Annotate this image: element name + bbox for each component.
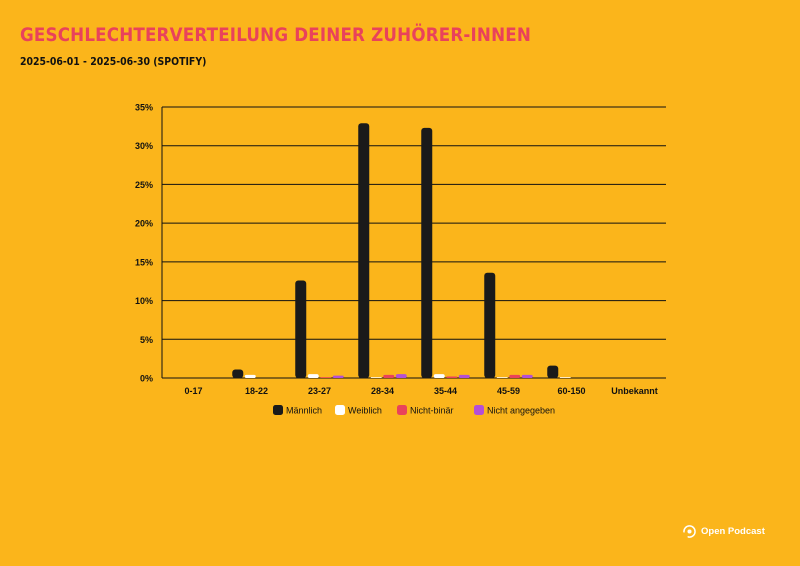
open-podcast-logo-icon xyxy=(683,525,696,538)
y-tick-label: 20% xyxy=(135,219,153,229)
y-tick-label: 25% xyxy=(135,180,153,190)
legend-swatch xyxy=(335,405,345,415)
bars xyxy=(232,123,571,378)
bar xyxy=(358,123,370,378)
legend-swatch xyxy=(273,405,283,415)
legend-swatch xyxy=(474,405,484,415)
legend-label: Nicht angegeben xyxy=(487,406,555,416)
legend-label: Nicht-binär xyxy=(410,406,454,416)
bar xyxy=(458,374,470,378)
brand-logo: Open Podcast xyxy=(683,525,765,538)
gridlines xyxy=(162,106,666,379)
bar xyxy=(244,374,256,378)
x-tick-label: 23-27 xyxy=(308,386,331,396)
bar xyxy=(446,376,458,378)
x-tick-label: Unbekannt xyxy=(611,386,658,396)
legend-label: Weiblich xyxy=(348,406,382,416)
bar xyxy=(395,374,407,378)
bar xyxy=(521,374,533,378)
y-tick-label: 10% xyxy=(135,296,153,306)
y-tick-label: 5% xyxy=(140,335,153,345)
bar xyxy=(559,377,571,378)
bar xyxy=(433,374,445,378)
bar xyxy=(232,369,244,378)
y-tick-label: 15% xyxy=(135,257,153,267)
bar xyxy=(547,365,559,378)
bar xyxy=(370,377,382,378)
bar xyxy=(307,374,319,378)
legend-label: Männlich xyxy=(286,406,322,416)
y-tick-label: 30% xyxy=(135,141,153,151)
bar xyxy=(421,127,433,378)
x-axis: 0-17 18-22 23-27 28-34 35-44 45-59 60-150 Unbek… xyxy=(184,386,657,396)
x-tick-label: 0-17 xyxy=(184,386,202,396)
y-axis: 0% 5% 10% 15% 20% 25% 30% 35% xyxy=(135,103,163,384)
chart-title: Geschlechterverteilung deiner Zuhörer-in… xyxy=(20,24,532,46)
x-tick-label: 45-59 xyxy=(497,386,520,396)
brand-name: Open Podcast xyxy=(701,526,765,537)
x-tick-label: 18-22 xyxy=(245,386,268,396)
bar xyxy=(509,374,521,378)
x-tick-label: 28-34 xyxy=(371,386,394,396)
chart-subtitle: 2025-06-01 - 2025-06-30 (Spotify) xyxy=(20,55,207,68)
x-tick-label: 60-150 xyxy=(557,386,585,396)
bar xyxy=(484,272,496,378)
bar xyxy=(496,377,508,378)
bar xyxy=(383,374,395,378)
x-tick-label: 35-44 xyxy=(434,386,457,396)
y-tick-label: 35% xyxy=(135,103,153,113)
bar xyxy=(320,377,332,378)
legend: Männlich Weiblich Nicht-binär Nicht angegeb… xyxy=(273,405,555,416)
y-tick-label: 0% xyxy=(140,374,153,384)
bar xyxy=(295,280,307,378)
bar xyxy=(332,375,344,378)
legend-swatch xyxy=(397,405,407,415)
